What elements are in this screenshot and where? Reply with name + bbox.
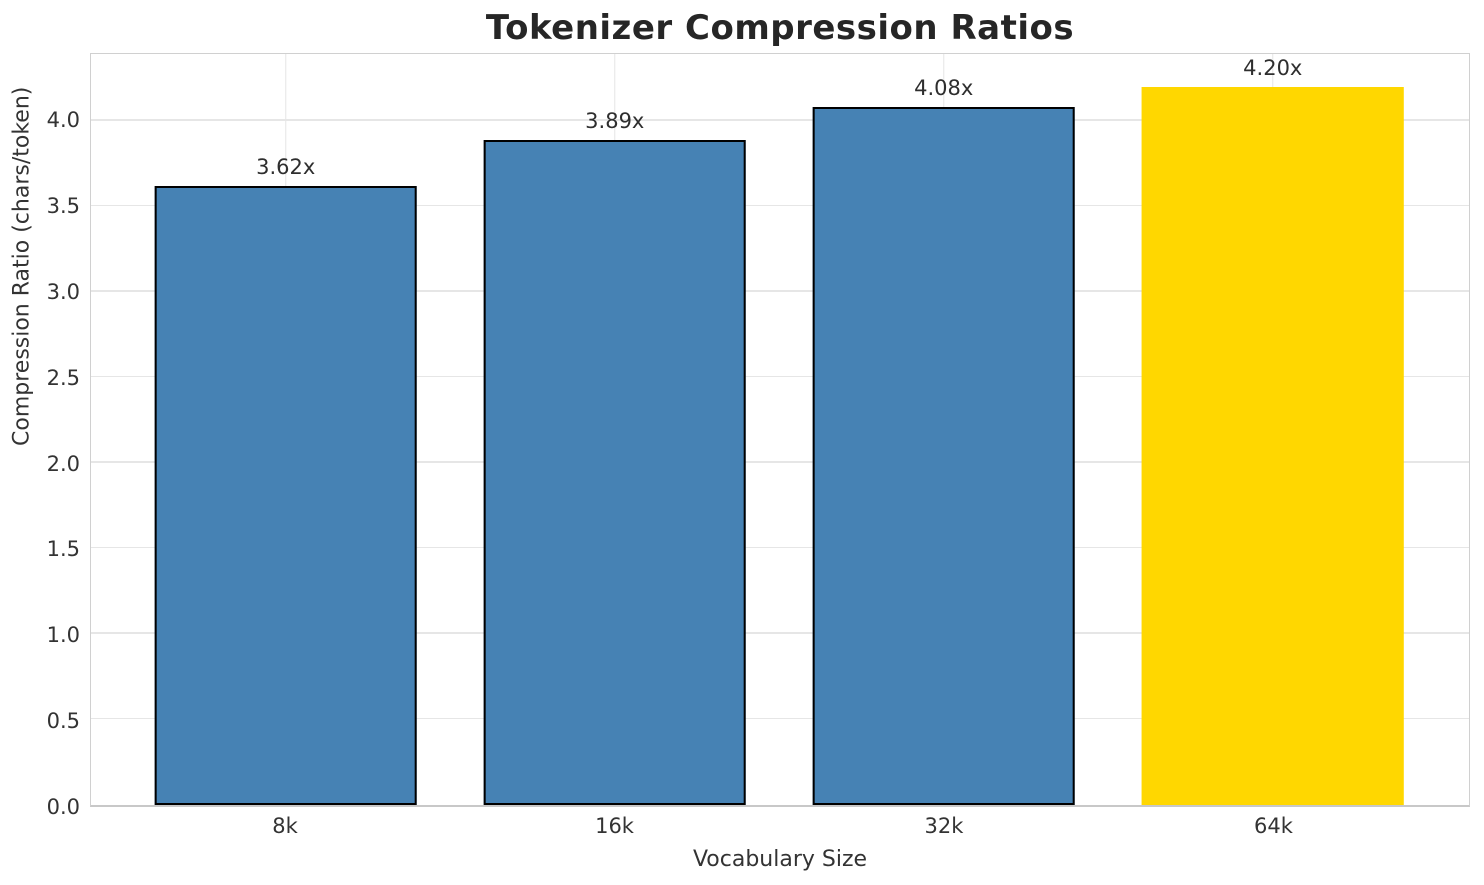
x-tick-label: 8k <box>272 814 298 838</box>
y-tick-label: 1.0 <box>46 623 80 648</box>
bar-value-label: 3.62x <box>256 154 316 179</box>
x-tick-label: 16k <box>595 814 634 838</box>
bar-8k <box>154 185 418 805</box>
bar-value-label: 4.20x <box>1243 55 1303 80</box>
y-tick-label: 0.5 <box>46 709 80 734</box>
chart-title: Tokenizer Compression Ratios <box>485 8 1075 48</box>
y-tick-label: 2.0 <box>46 451 80 476</box>
h-gridline <box>91 204 1469 207</box>
bar-16k <box>483 139 747 805</box>
bar-value-label: 3.89x <box>585 108 645 133</box>
h-gridline <box>91 632 1469 634</box>
x-axis-tick-labels: 8k 16k 32k 64k <box>90 814 1470 844</box>
bar-value-label: 4.08x <box>914 76 974 101</box>
x-axis-title: Vocabulary Size <box>692 847 868 872</box>
y-tick-label: 4.0 <box>46 107 80 132</box>
y-tick-label: 0.0 <box>46 795 80 819</box>
bar-64k <box>1141 86 1405 805</box>
y-tick-label: 2.5 <box>46 365 80 390</box>
y-tick-label: 3.0 <box>46 279 80 304</box>
h-gridline <box>91 375 1469 378</box>
y-tick-label: 3.5 <box>46 193 80 218</box>
bar-32k <box>812 107 1076 805</box>
h-gridline <box>91 119 1469 121</box>
y-axis-tick-labels: 0.0 0.5 1.0 1.5 2.0 2.5 3.0 3.5 4.0 <box>0 53 80 819</box>
h-gridline <box>91 290 1469 292</box>
x-tick-label: 64k <box>1254 814 1293 838</box>
plot-area: 3.62x 3.89x 4.08x 4.20x <box>90 53 1470 807</box>
h-gridline <box>91 717 1469 720</box>
h-gridline <box>91 546 1469 549</box>
x-tick-label: 32k <box>924 814 964 838</box>
h-gridline <box>91 461 1469 463</box>
y-tick-label: 1.5 <box>46 537 80 562</box>
